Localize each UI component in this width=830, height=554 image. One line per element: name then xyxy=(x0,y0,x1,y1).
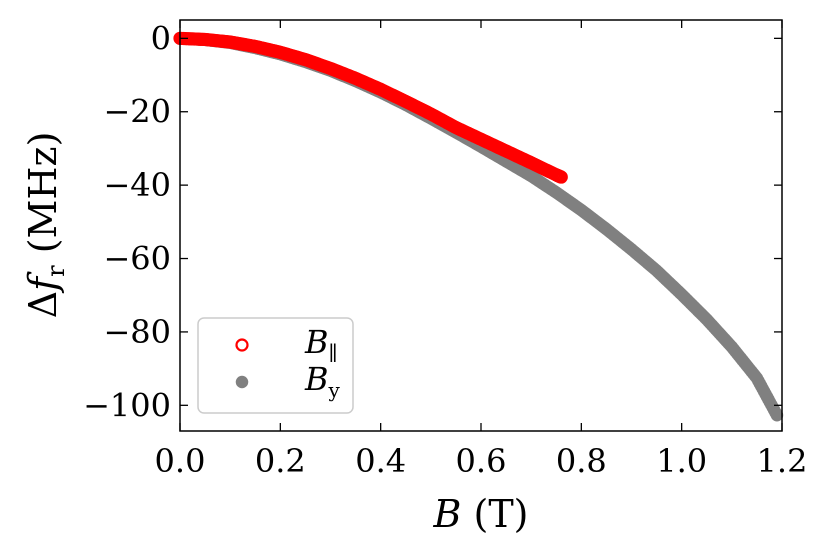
legend-label-b-parallel: B∥ xyxy=(304,323,338,365)
y-tick-label: −100 xyxy=(83,386,171,424)
series-layer xyxy=(173,31,784,422)
legend: B∥ By xyxy=(197,317,354,414)
y-tick-label: −20 xyxy=(103,93,171,131)
series-b-parallel xyxy=(173,31,568,184)
legend-marker-b-y xyxy=(235,375,249,389)
data-point xyxy=(554,170,568,184)
x-axis-label: B (T) xyxy=(432,492,528,536)
y-tick-label: −60 xyxy=(103,240,171,278)
y-tick-label: −40 xyxy=(103,166,171,204)
y-tick-labels: 0 −20 −40 −60 −80 −100 xyxy=(83,19,171,424)
x-tick-label: 1.2 xyxy=(757,442,808,480)
x-tick-label: 0.8 xyxy=(556,442,607,480)
x-tick-label: 1.0 xyxy=(656,442,707,480)
x-tick-label: 0.2 xyxy=(255,442,306,480)
tick-marks xyxy=(179,20,783,431)
data-point xyxy=(770,408,784,422)
x-tick-label: 0.4 xyxy=(355,442,406,480)
legend-marker-b-parallel xyxy=(235,338,249,352)
y-axis-label: Δfr (MHz) xyxy=(21,132,70,319)
x-tick-label: 0.6 xyxy=(456,442,507,480)
x-tick-labels: 0.0 0.2 0.4 0.6 0.8 1.0 1.2 xyxy=(155,442,808,480)
x-tick-label: 0.0 xyxy=(155,442,206,480)
y-tick-label: −80 xyxy=(103,313,171,351)
legend-label-b-y: By xyxy=(304,360,341,402)
y-tick-label: 0 xyxy=(151,19,171,57)
